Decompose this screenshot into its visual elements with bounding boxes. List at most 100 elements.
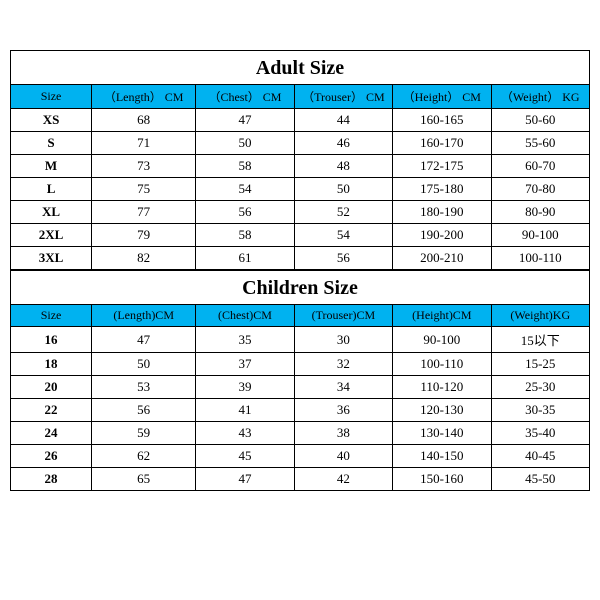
adult-cell: S [11,132,92,155]
adult-header-height: （Height） CM [393,85,491,109]
children-cell: 59 [92,422,196,445]
adult-row: 2XL795854190-20090-100 [11,224,590,247]
children-header-height: (Height)CM [393,305,491,327]
adult-row: L755450175-18070-80 [11,178,590,201]
children-cell: 45-50 [491,468,589,491]
adult-cell: 190-200 [393,224,491,247]
adult-cell: L [11,178,92,201]
children-cell: 130-140 [393,422,491,445]
adult-cell: 3XL [11,247,92,270]
children-row: 28654742150-16045-50 [11,468,590,491]
children-cell: 50 [92,353,196,376]
adult-cell: 175-180 [393,178,491,201]
children-row: 20533934110-12025-30 [11,376,590,399]
children-header-chest: (Chest)CM [196,305,294,327]
children-cell: 45 [196,445,294,468]
adult-cell: 160-170 [393,132,491,155]
adult-cell: 80-90 [491,201,589,224]
children-cell: 20 [11,376,92,399]
adult-cell: 73 [92,155,196,178]
adult-cell: 54 [294,224,392,247]
adult-header-length: （Length） CM [92,85,196,109]
children-cell: 28 [11,468,92,491]
adult-row: XS684744160-16550-60 [11,109,590,132]
adult-cell: 68 [92,109,196,132]
adult-cell: 60-70 [491,155,589,178]
children-cell: 100-110 [393,353,491,376]
children-cell: 120-130 [393,399,491,422]
adult-cell: 61 [196,247,294,270]
children-cell: 110-120 [393,376,491,399]
children-cell: 38 [294,422,392,445]
children-cell: 40-45 [491,445,589,468]
children-cell: 22 [11,399,92,422]
children-header-weight: (Weight)KG [491,305,589,327]
adult-cell: 172-175 [393,155,491,178]
children-cell: 37 [196,353,294,376]
adult-cell: 71 [92,132,196,155]
adult-cell: 55-60 [491,132,589,155]
adult-cell: M [11,155,92,178]
adult-cell: 75 [92,178,196,201]
children-cell: 34 [294,376,392,399]
adult-header-chest: （Chest） CM [196,85,294,109]
children-cell: 41 [196,399,294,422]
adult-cell: 50-60 [491,109,589,132]
adult-cell: 2XL [11,224,92,247]
adult-cell: XS [11,109,92,132]
children-cell: 56 [92,399,196,422]
adult-header-row: Size （Length） CM （Chest） CM （Trouser） CM… [11,85,590,109]
adult-cell: 160-165 [393,109,491,132]
adult-cell: 56 [294,247,392,270]
adult-cell: 48 [294,155,392,178]
adult-header-trouser: （Trouser） CM [294,85,392,109]
adult-cell: 54 [196,178,294,201]
adult-cell: 100-110 [491,247,589,270]
children-cell: 30-35 [491,399,589,422]
adult-row: S715046160-17055-60 [11,132,590,155]
adult-cell: 82 [92,247,196,270]
adult-cell: 58 [196,155,294,178]
adult-cell: 58 [196,224,294,247]
adult-row: 3XL826156200-210100-110 [11,247,590,270]
children-size-title: Children Size [10,270,590,304]
adult-cell: 46 [294,132,392,155]
children-row: 26624540140-15040-45 [11,445,590,468]
adult-size-title: Adult Size [10,50,590,84]
children-cell: 43 [196,422,294,445]
children-cell: 35-40 [491,422,589,445]
adult-cell: 79 [92,224,196,247]
adult-cell: 56 [196,201,294,224]
adult-cell: 90-100 [491,224,589,247]
adult-cell: 180-190 [393,201,491,224]
children-cell: 53 [92,376,196,399]
adult-header-weight: （Weight） KG [491,85,589,109]
children-cell: 90-100 [393,327,491,353]
children-header-length: (Length)CM [92,305,196,327]
adult-size-table: Size （Length） CM （Chest） CM （Trouser） CM… [10,84,590,270]
children-row: 1647353090-10015以下 [11,327,590,353]
children-cell: 32 [294,353,392,376]
children-cell: 35 [196,327,294,353]
adult-cell: 52 [294,201,392,224]
adult-cell: 44 [294,109,392,132]
children-row: 18503732100-11015-25 [11,353,590,376]
children-cell: 15-25 [491,353,589,376]
children-row: 22564136120-13030-35 [11,399,590,422]
children-cell: 15以下 [491,327,589,353]
adult-cell: 77 [92,201,196,224]
children-cell: 30 [294,327,392,353]
adult-cell: 70-80 [491,178,589,201]
children-cell: 62 [92,445,196,468]
children-cell: 140-150 [393,445,491,468]
adult-cell: 50 [196,132,294,155]
children-header-trouser: (Trouser)CM [294,305,392,327]
children-cell: 150-160 [393,468,491,491]
children-cell: 47 [92,327,196,353]
size-chart-container: Adult Size Size （Length） CM （Chest） CM （… [10,0,590,491]
children-cell: 39 [196,376,294,399]
children-header-size: Size [11,305,92,327]
children-cell: 24 [11,422,92,445]
adult-cell: XL [11,201,92,224]
children-cell: 40 [294,445,392,468]
